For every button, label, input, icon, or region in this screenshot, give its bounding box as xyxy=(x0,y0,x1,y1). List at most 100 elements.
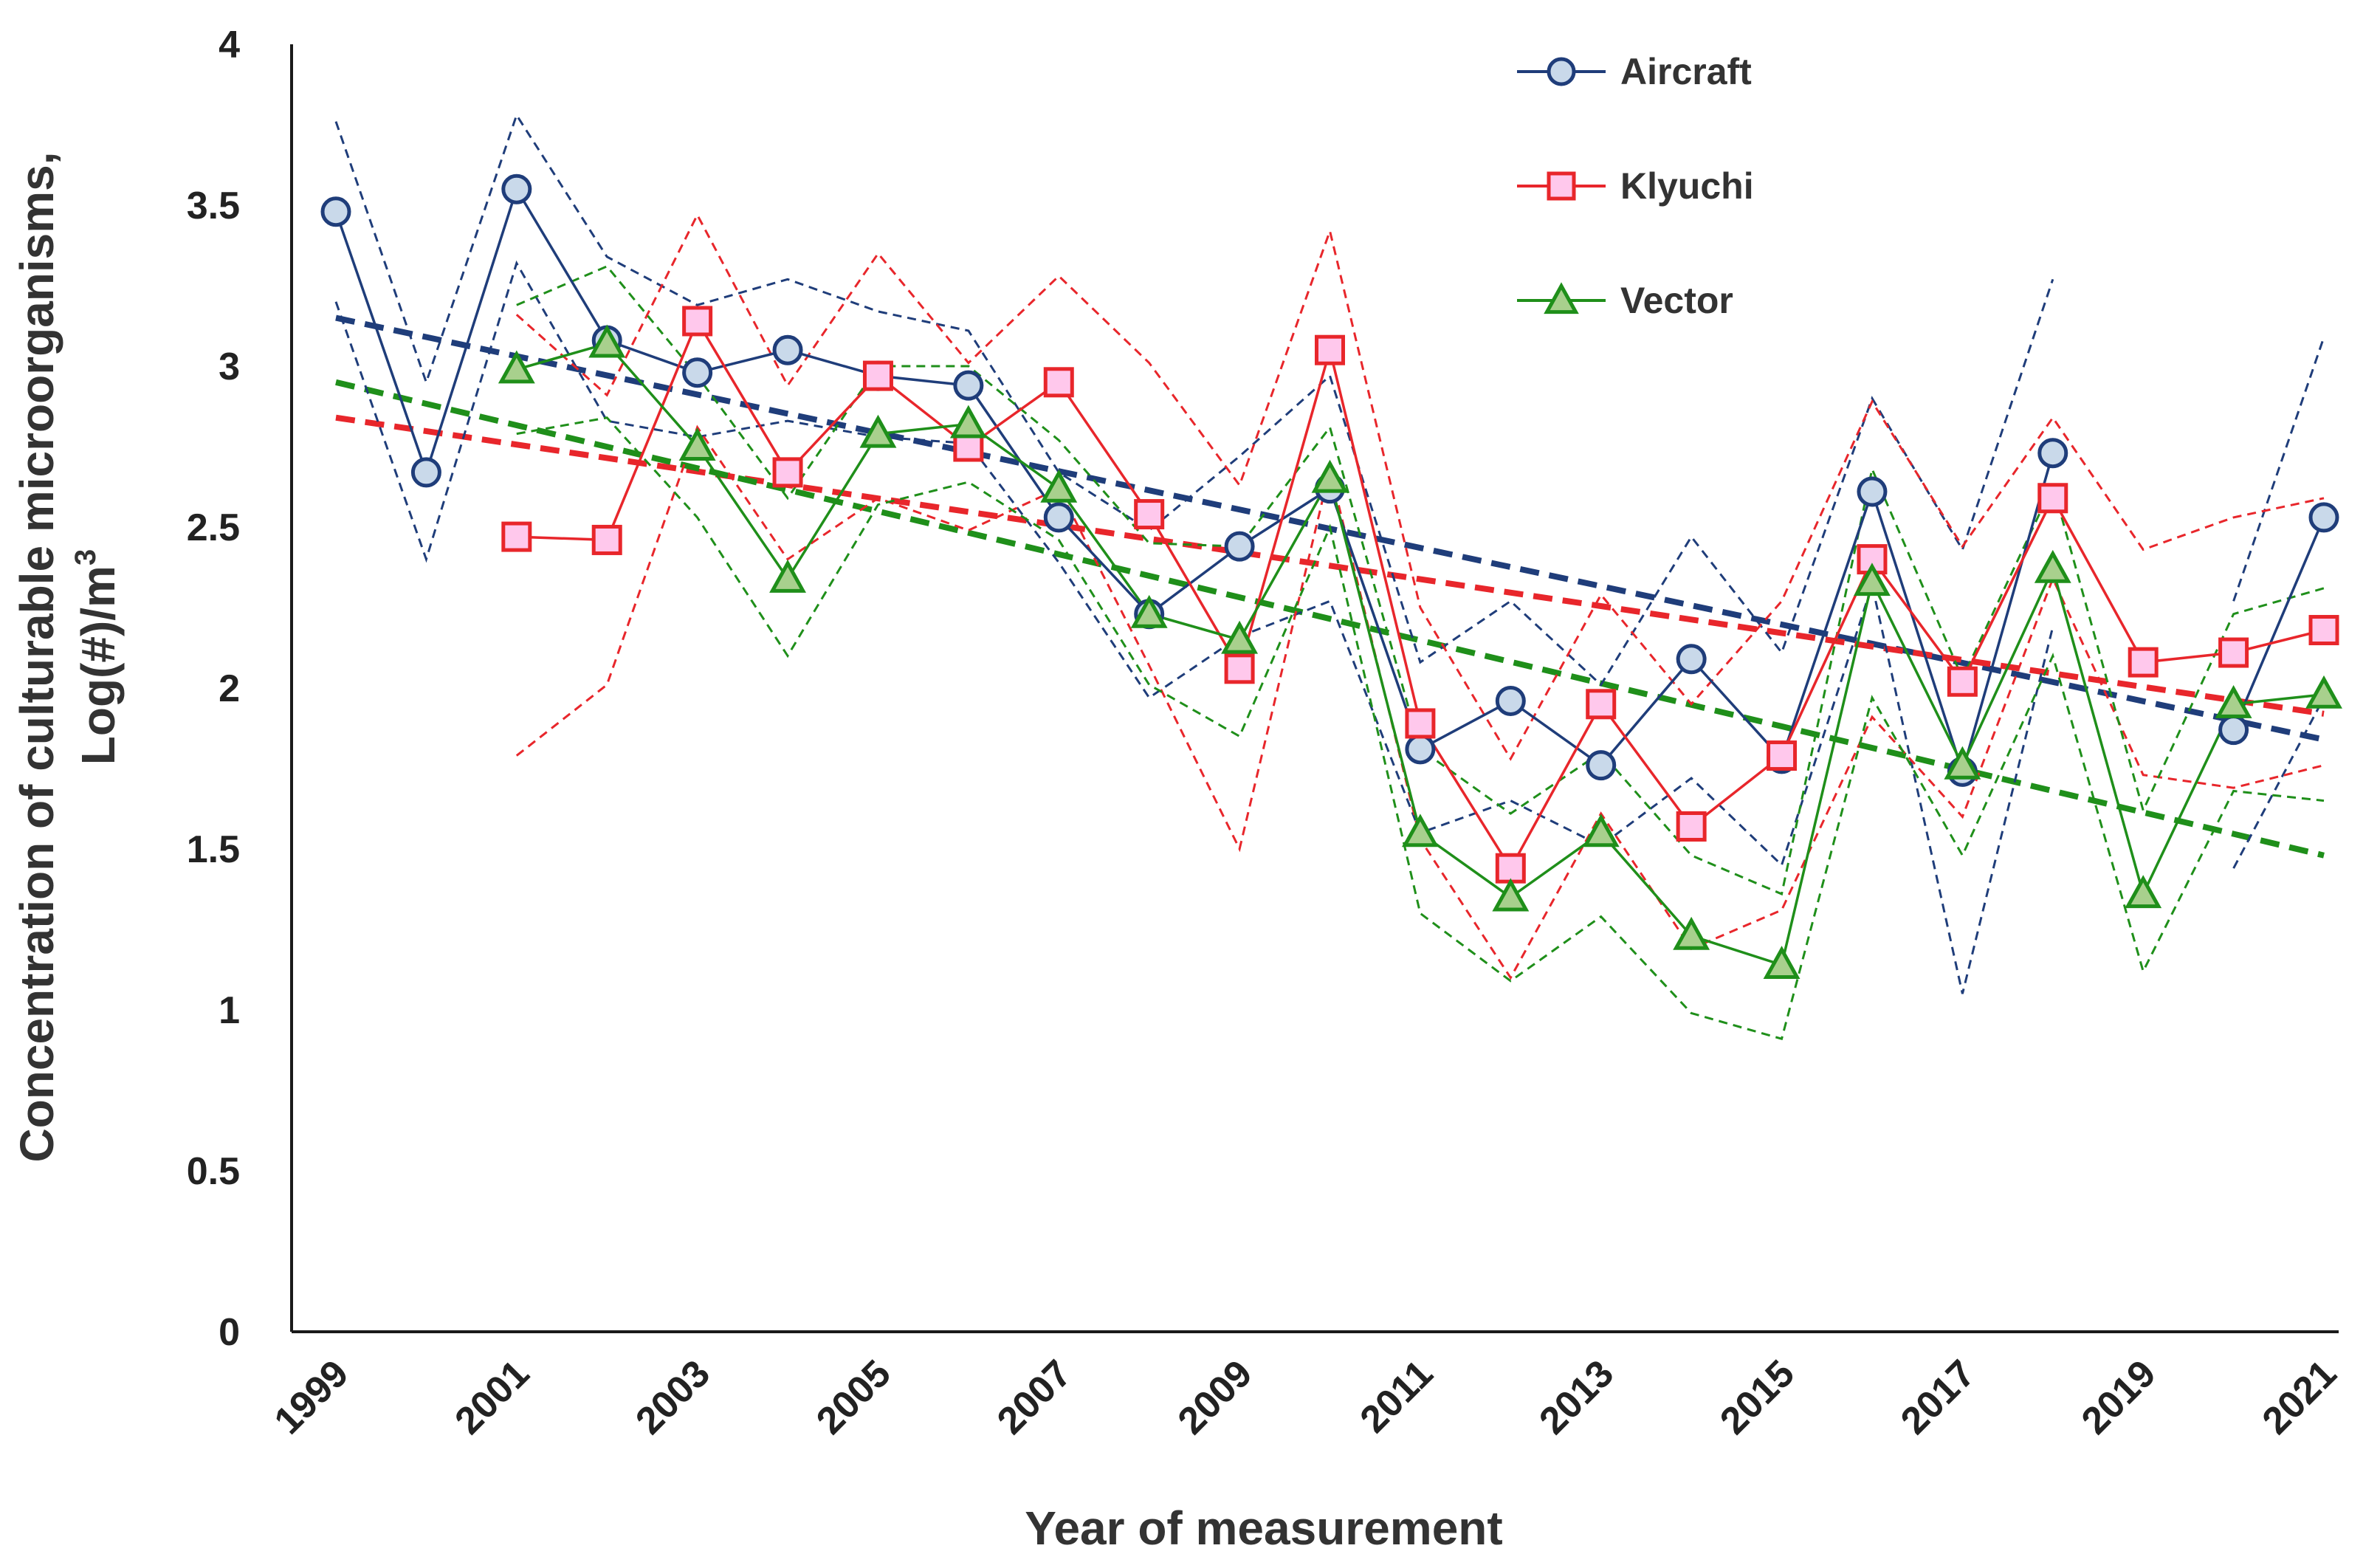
vector-point-2005 xyxy=(859,414,897,448)
klyuchi-point-2002 xyxy=(591,524,622,555)
aircraft-point-2006 xyxy=(953,370,984,401)
klyuchi-point-2018 xyxy=(2037,483,2068,514)
series-lines-layer xyxy=(334,185,2325,967)
vector-trendline xyxy=(335,379,2325,859)
vector-point-2010 xyxy=(1311,459,1349,493)
aircraft-point-2000 xyxy=(410,457,441,488)
x-tick-label-2017: 2017 xyxy=(1893,1352,1984,1443)
y-tick-label-1: 1 xyxy=(219,989,240,1032)
vector-point-2016 xyxy=(1854,563,1891,596)
y-tick-label-0: 0 xyxy=(219,1311,240,1354)
y-tick-label-0-5: 0.5 xyxy=(187,1150,240,1193)
x-tick-label-2013: 2013 xyxy=(1531,1352,1622,1443)
aircraft-point-2011 xyxy=(1405,734,1436,765)
vector-point-2012 xyxy=(1492,878,1530,912)
axis-titles: Year of measurement Concentration of cul… xyxy=(10,151,1503,1555)
aircraft-lower-bound-line xyxy=(334,260,2325,994)
klyuchi-point-2013 xyxy=(1586,689,1617,720)
aircraft-point-2001 xyxy=(501,173,532,204)
klyuchi-point-2012 xyxy=(1495,853,1526,884)
vector-point-2003 xyxy=(678,427,716,461)
legend: Aircraft Klyuchi Vector xyxy=(1517,51,1754,321)
aircraft-point-2003 xyxy=(682,357,713,388)
vector-point-2014 xyxy=(1673,916,1710,950)
aircraft-point-2009 xyxy=(1224,531,1255,562)
vector-point-2004 xyxy=(769,559,806,593)
y-axis-title-line2: Log(#)/m3 xyxy=(69,549,125,765)
klyuchi-point-2020 xyxy=(2218,637,2249,668)
x-tick-label-2005: 2005 xyxy=(808,1352,899,1443)
klyuchi-point-2008 xyxy=(1134,499,1165,530)
x-tick-label-2001: 2001 xyxy=(447,1352,537,1443)
klyuchi-trendline xyxy=(335,414,2325,717)
vector-point-2001 xyxy=(498,350,535,384)
y-tick-label-3-5: 3.5 xyxy=(187,185,240,227)
klyuchi-point-2015 xyxy=(1767,740,1798,771)
vector-point-2019 xyxy=(2125,875,2162,909)
klyuchi-series-line xyxy=(516,318,2325,871)
vector-upper-bound-line xyxy=(516,264,2325,896)
legend-vector-marker xyxy=(1544,282,1579,314)
aircraft-point-2020 xyxy=(2218,715,2249,746)
aircraft-point-2012 xyxy=(1495,685,1526,716)
x-tick-label-2021: 2021 xyxy=(2255,1352,2345,1443)
vector-point-2006 xyxy=(949,405,987,439)
aircraft-point-2021 xyxy=(2308,502,2339,533)
aircraft-point-1999 xyxy=(320,196,351,227)
klyuchi-upper-bound-line xyxy=(515,212,2325,761)
y-axis-title-unit: Log(#)/m xyxy=(72,565,125,765)
x-tick-label-2019: 2019 xyxy=(2074,1352,2164,1443)
legend-vector-label: Vector xyxy=(1620,280,1733,321)
aircraft-point-2007 xyxy=(1043,502,1074,533)
trendlines-layer xyxy=(335,314,2325,859)
legend-klyuchi-label: Klyuchi xyxy=(1620,165,1754,207)
vector-point-2017 xyxy=(1944,746,1981,780)
x-tick-label-1999: 1999 xyxy=(266,1352,357,1443)
klyuchi-point-2007 xyxy=(1043,367,1074,398)
klyuchi-point-2001 xyxy=(501,521,532,552)
legend-klyuchi-marker xyxy=(1547,171,1576,201)
vector-point-2015 xyxy=(1763,946,1801,980)
klyuchi-point-2005 xyxy=(862,360,893,391)
vector-point-2018 xyxy=(2034,549,2071,583)
klyuchi-point-2003 xyxy=(682,306,713,337)
y-axis-title-line1: Concentration of culturable microorganis… xyxy=(10,151,63,1162)
vector-point-2008 xyxy=(1130,594,1168,628)
klyuchi-point-2021 xyxy=(2308,615,2339,646)
aircraft-point-2018 xyxy=(2037,438,2068,469)
x-tick-label-2007: 2007 xyxy=(989,1352,1080,1443)
vector-point-2013 xyxy=(1582,814,1620,847)
klyuchi-point-2004 xyxy=(772,457,803,488)
confidence-bands-layer xyxy=(334,112,2325,1041)
y-tick-label-2-5: 2.5 xyxy=(187,506,240,549)
vector-point-2021 xyxy=(2305,675,2342,709)
axes-layer: 0 0.5 1 1.5 2 2.5 3 3.5 4 1999 2001 2003 2005 2007 200… xyxy=(187,24,2345,1443)
x-axis-title: Year of measurement xyxy=(1025,1502,1502,1555)
y-axis-title-superscript: 3 xyxy=(69,549,102,565)
vector-point-2002 xyxy=(588,324,626,358)
y-tick-label-1-5: 1.5 xyxy=(187,828,240,871)
aircraft-point-2016 xyxy=(1857,476,1888,507)
klyuchi-point-2011 xyxy=(1405,708,1436,739)
vector-point-2020 xyxy=(2215,684,2252,718)
klyuchi-point-2014 xyxy=(1676,811,1707,842)
x-tick-label-2003: 2003 xyxy=(627,1352,718,1443)
vector-point-2007 xyxy=(1040,469,1078,503)
y-tick-label-2: 2 xyxy=(219,667,240,710)
klyuchi-point-2017 xyxy=(1947,666,1978,697)
klyuchi-point-2019 xyxy=(2128,647,2159,678)
x-tick-label-2011: 2011 xyxy=(1352,1352,1442,1441)
vector-point-2009 xyxy=(1221,620,1259,654)
klyuchi-point-2009 xyxy=(1224,653,1255,684)
markers-layer xyxy=(320,173,2342,980)
y-tick-label-4: 4 xyxy=(219,24,240,66)
legend-aircraft-label: Aircraft xyxy=(1620,51,1752,92)
x-tick-label-2015: 2015 xyxy=(1712,1352,1803,1443)
vector-lower-bound-line xyxy=(516,416,2325,1041)
aircraft-point-2014 xyxy=(1676,644,1707,675)
legend-aircraft-marker xyxy=(1547,57,1576,86)
aircraft-point-2004 xyxy=(772,334,803,365)
klyuchi-point-2010 xyxy=(1315,334,1345,365)
